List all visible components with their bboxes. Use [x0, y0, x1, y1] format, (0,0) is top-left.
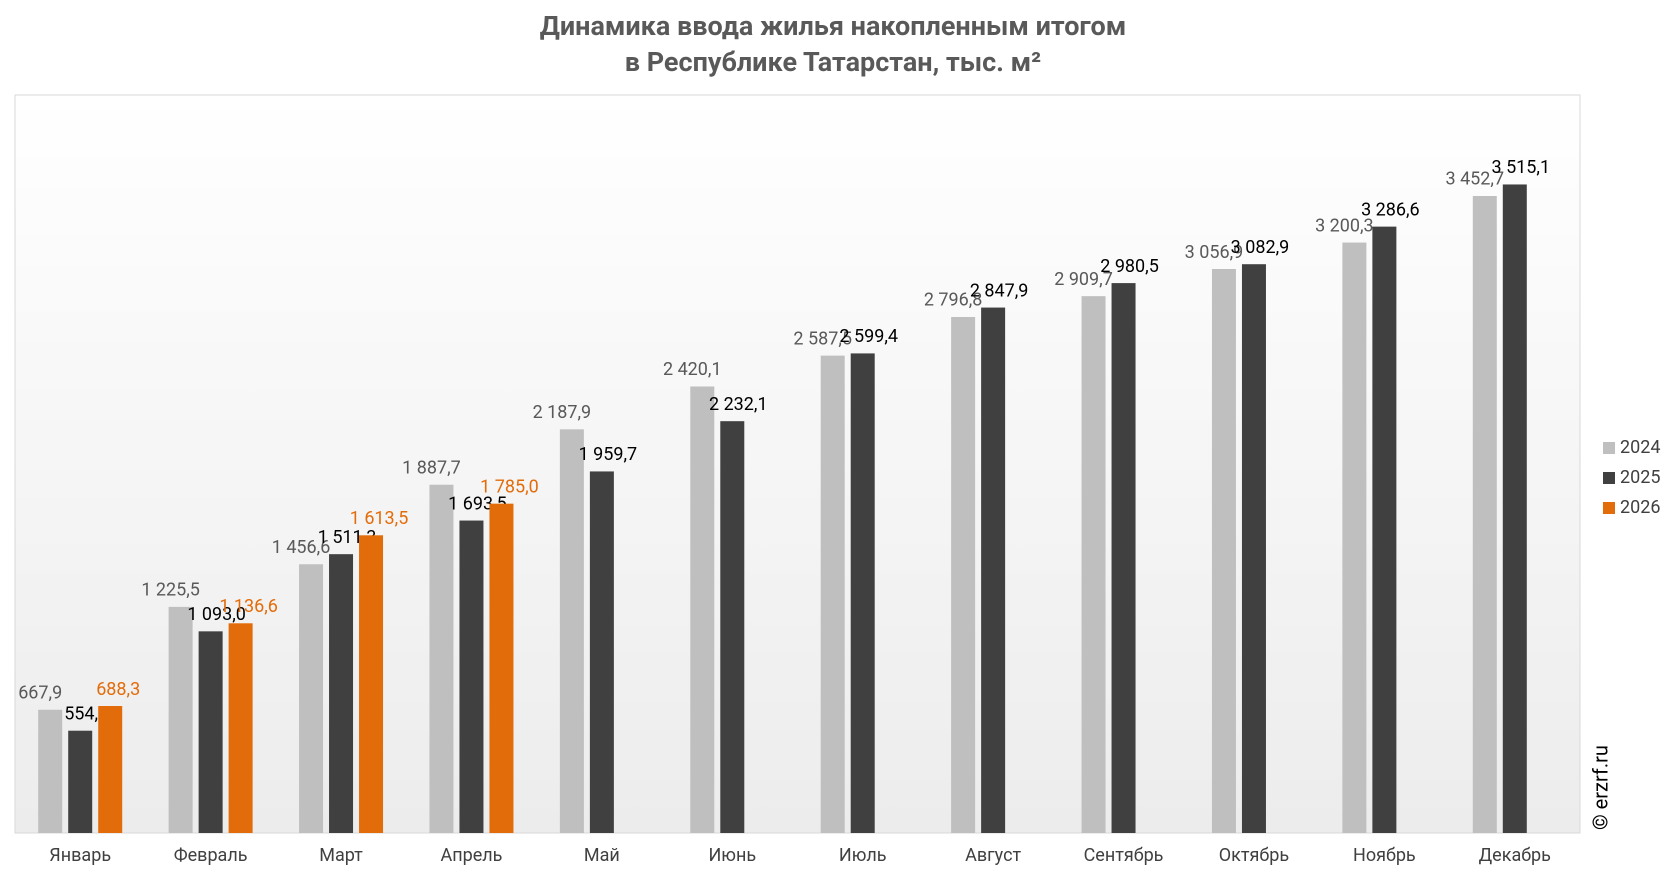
bar	[850, 353, 875, 833]
data-label: 2 587,5	[793, 328, 852, 349]
bar	[168, 606, 193, 833]
data-label: 3 082,9	[1231, 237, 1290, 258]
data-label: 688,3	[96, 679, 140, 700]
bar	[1081, 296, 1106, 833]
bar	[1342, 242, 1367, 833]
legend-label: 2026	[1620, 497, 1660, 518]
data-label: 2 909,7	[1054, 269, 1113, 290]
bar	[489, 503, 514, 833]
data-label: 2 420,1	[663, 359, 722, 380]
data-label: 667,9	[18, 683, 62, 704]
data-label: 2 187,9	[533, 402, 592, 423]
data-label: 1 456,6	[272, 537, 331, 558]
plot-area	[14, 94, 1581, 834]
data-label: 2 599,4	[839, 326, 898, 347]
data-label: 2 847,9	[970, 280, 1029, 301]
chart-title: в Республике Татарстан, тыс. м²	[625, 46, 1042, 78]
data-label: 2 232,1	[709, 394, 768, 415]
legend-swatch	[1603, 472, 1615, 484]
bar	[299, 564, 324, 833]
bar	[359, 535, 384, 833]
bar	[1111, 283, 1136, 833]
data-label: 2 796,8	[924, 290, 983, 311]
x-tick-label: Сентябрь	[1084, 845, 1164, 866]
bar	[690, 386, 715, 833]
x-tick-label: Июнь	[708, 845, 756, 866]
legend-swatch	[1603, 502, 1615, 514]
bar	[589, 471, 614, 833]
data-label: 1 225,5	[141, 580, 200, 601]
data-label: 1 887,7	[402, 457, 461, 478]
x-tick-label: Апрель	[440, 845, 502, 866]
data-label: 3 515,1	[1491, 157, 1550, 178]
data-label: 3 452,7	[1445, 169, 1504, 190]
bar	[981, 307, 1006, 833]
x-tick-label: Март	[319, 845, 363, 866]
bar	[720, 421, 745, 833]
chart-title: Динамика ввода жилья накопленным итогом	[540, 10, 1126, 42]
bar	[820, 355, 845, 833]
data-label: 3 056,9	[1185, 242, 1244, 263]
x-tick-label: Июль	[839, 845, 887, 866]
legend-label: 2024	[1620, 437, 1660, 458]
data-label: 3 200,3	[1315, 215, 1374, 236]
data-label: 3 286,6	[1361, 199, 1420, 220]
bar	[559, 429, 584, 833]
bar	[329, 554, 354, 833]
x-tick-label: Октябрь	[1219, 845, 1289, 866]
data-label: 1 959,7	[579, 444, 638, 465]
bar	[98, 706, 123, 833]
bar	[1211, 269, 1236, 833]
x-tick-label: Январь	[49, 845, 111, 866]
data-label: 1 093,0	[187, 604, 246, 625]
x-tick-label: Февраль	[174, 845, 248, 866]
bar	[228, 623, 253, 833]
bar	[1241, 264, 1266, 833]
legend-swatch	[1603, 442, 1615, 454]
bar	[1472, 195, 1497, 833]
bar	[38, 709, 63, 833]
bar	[68, 730, 93, 833]
x-tick-label: Ноябрь	[1353, 845, 1416, 866]
bar	[459, 520, 484, 833]
bar	[951, 316, 976, 834]
watermark: © erzrf.ru	[1588, 745, 1612, 830]
bar	[198, 631, 223, 833]
x-tick-label: Август	[965, 845, 1021, 866]
data-label: 1 136,6	[219, 596, 278, 617]
data-label: 2 980,5	[1100, 256, 1159, 277]
legend-label: 2025	[1620, 467, 1660, 488]
bar	[1502, 184, 1527, 833]
data-label: 554,4	[64, 703, 108, 724]
x-tick-label: Май	[584, 845, 620, 866]
x-tick-label: Декабрь	[1479, 845, 1551, 866]
bar	[429, 484, 454, 833]
bar	[1372, 226, 1397, 833]
data-label: 1 613,5	[350, 508, 409, 529]
data-label: 1 785,0	[480, 476, 539, 497]
